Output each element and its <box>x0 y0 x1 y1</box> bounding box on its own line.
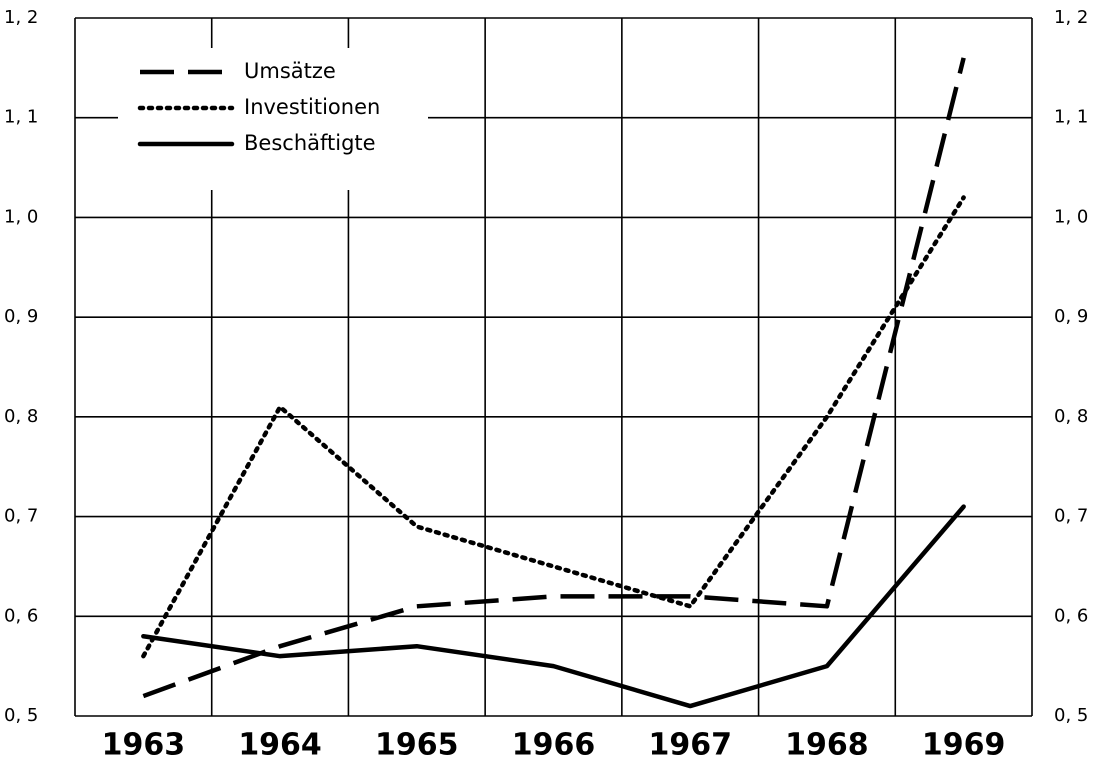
y2-tick-label: 0, 8 <box>1054 406 1088 427</box>
x-tick-label: 1963 <box>102 728 186 763</box>
legend-label: Investitionen <box>244 95 380 119</box>
y-tick-label: 0, 9 <box>4 306 38 327</box>
y2-tick-label: 1, 0 <box>1054 206 1088 227</box>
x-tick-label: 1969 <box>922 728 1006 763</box>
legend-label: Umsätze <box>244 59 336 83</box>
y-tick-label: 1, 0 <box>4 206 38 227</box>
series-line <box>141 195 966 659</box>
y2-tick-label: 0, 6 <box>1054 605 1088 626</box>
y-tick-label: 0, 8 <box>4 406 38 427</box>
x-tick-label: 1966 <box>512 728 596 763</box>
legend-label: Beschäftigte <box>244 131 376 155</box>
series-line <box>142 57 966 699</box>
series-line <box>141 504 966 709</box>
y2-tick-label: 1, 1 <box>1054 107 1088 128</box>
y2-tick-label: 0, 9 <box>1054 306 1088 327</box>
y-tick-label: 0, 5 <box>4 705 38 726</box>
y2-tick-label: 0, 5 <box>1054 705 1088 726</box>
y-tick-label: 1, 2 <box>4 7 38 28</box>
x-tick-label: 1965 <box>375 728 459 763</box>
y-tick-label: 0, 7 <box>4 506 38 527</box>
x-tick-label: 1967 <box>648 728 732 763</box>
x-tick-label: 1964 <box>238 728 322 763</box>
y-tick-label: 0, 6 <box>4 605 38 626</box>
y2-tick-label: 0, 7 <box>1054 506 1088 527</box>
y-tick-label: 1, 1 <box>4 107 38 128</box>
x-tick-label: 1968 <box>785 728 869 763</box>
y2-tick-label: 1, 2 <box>1054 7 1088 28</box>
